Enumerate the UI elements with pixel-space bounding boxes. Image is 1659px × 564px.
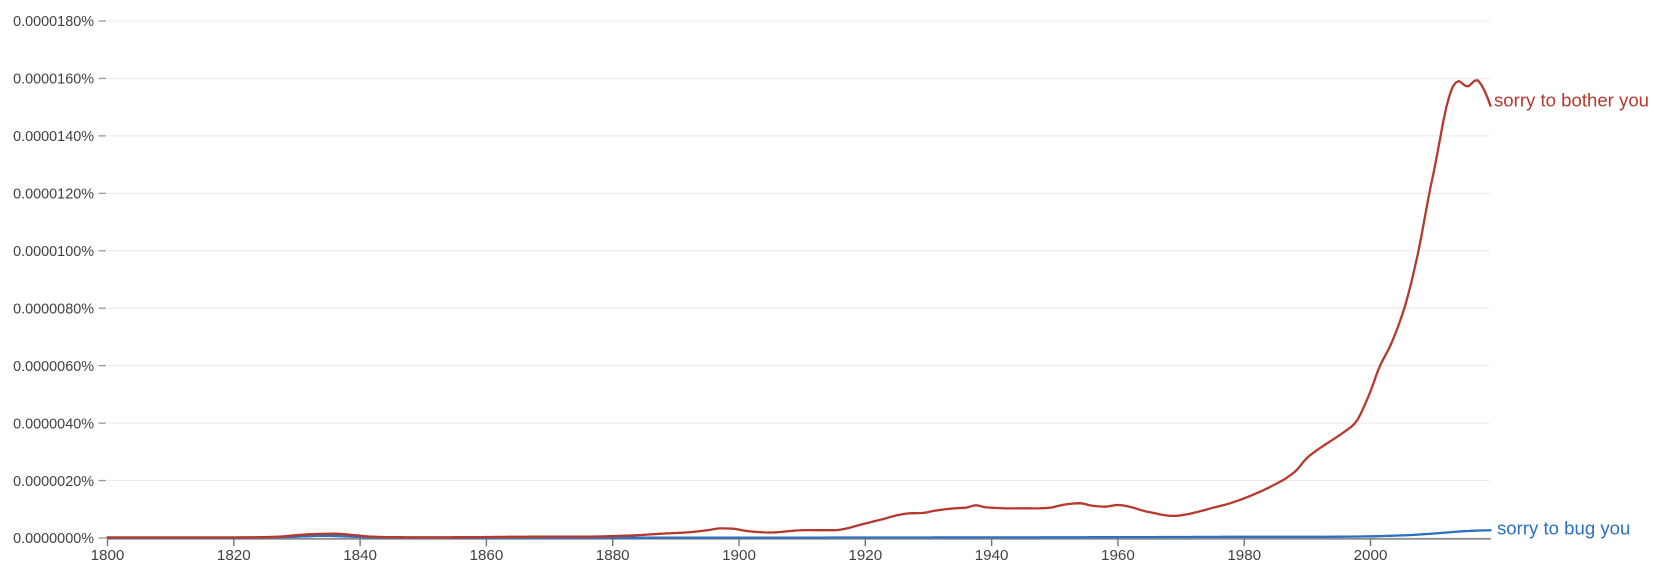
svg-text:0.0000120%: 0.0000120% — [13, 187, 94, 203]
svg-text:1960: 1960 — [1101, 547, 1135, 564]
svg-text:1800: 1800 — [91, 547, 125, 564]
svg-text:1840: 1840 — [343, 547, 377, 564]
svg-text:0.0000140%: 0.0000140% — [13, 129, 94, 145]
svg-text:0.0000000%: 0.0000000% — [13, 531, 94, 547]
svg-text:1980: 1980 — [1227, 547, 1261, 564]
svg-text:0.0000180%: 0.0000180% — [13, 14, 94, 30]
svg-text:1860: 1860 — [470, 547, 504, 564]
svg-text:1940: 1940 — [975, 547, 1009, 564]
svg-text:sorry to bug you: sorry to bug you — [1497, 518, 1630, 539]
svg-text:0.0000080%: 0.0000080% — [13, 301, 94, 317]
svg-text:0.0000040%: 0.0000040% — [13, 416, 94, 432]
svg-text:0.0000160%: 0.0000160% — [13, 72, 94, 88]
svg-text:1920: 1920 — [848, 547, 882, 564]
svg-text:2000: 2000 — [1354, 547, 1388, 564]
svg-text:0.0000020%: 0.0000020% — [13, 474, 94, 490]
svg-text:sorry to bother you: sorry to bother you — [1494, 90, 1649, 111]
svg-text:0.0000060%: 0.0000060% — [13, 359, 94, 375]
svg-text:0.0000100%: 0.0000100% — [13, 244, 94, 260]
svg-text:1820: 1820 — [217, 547, 251, 564]
svg-text:1880: 1880 — [596, 547, 630, 564]
svg-text:1900: 1900 — [722, 547, 756, 564]
